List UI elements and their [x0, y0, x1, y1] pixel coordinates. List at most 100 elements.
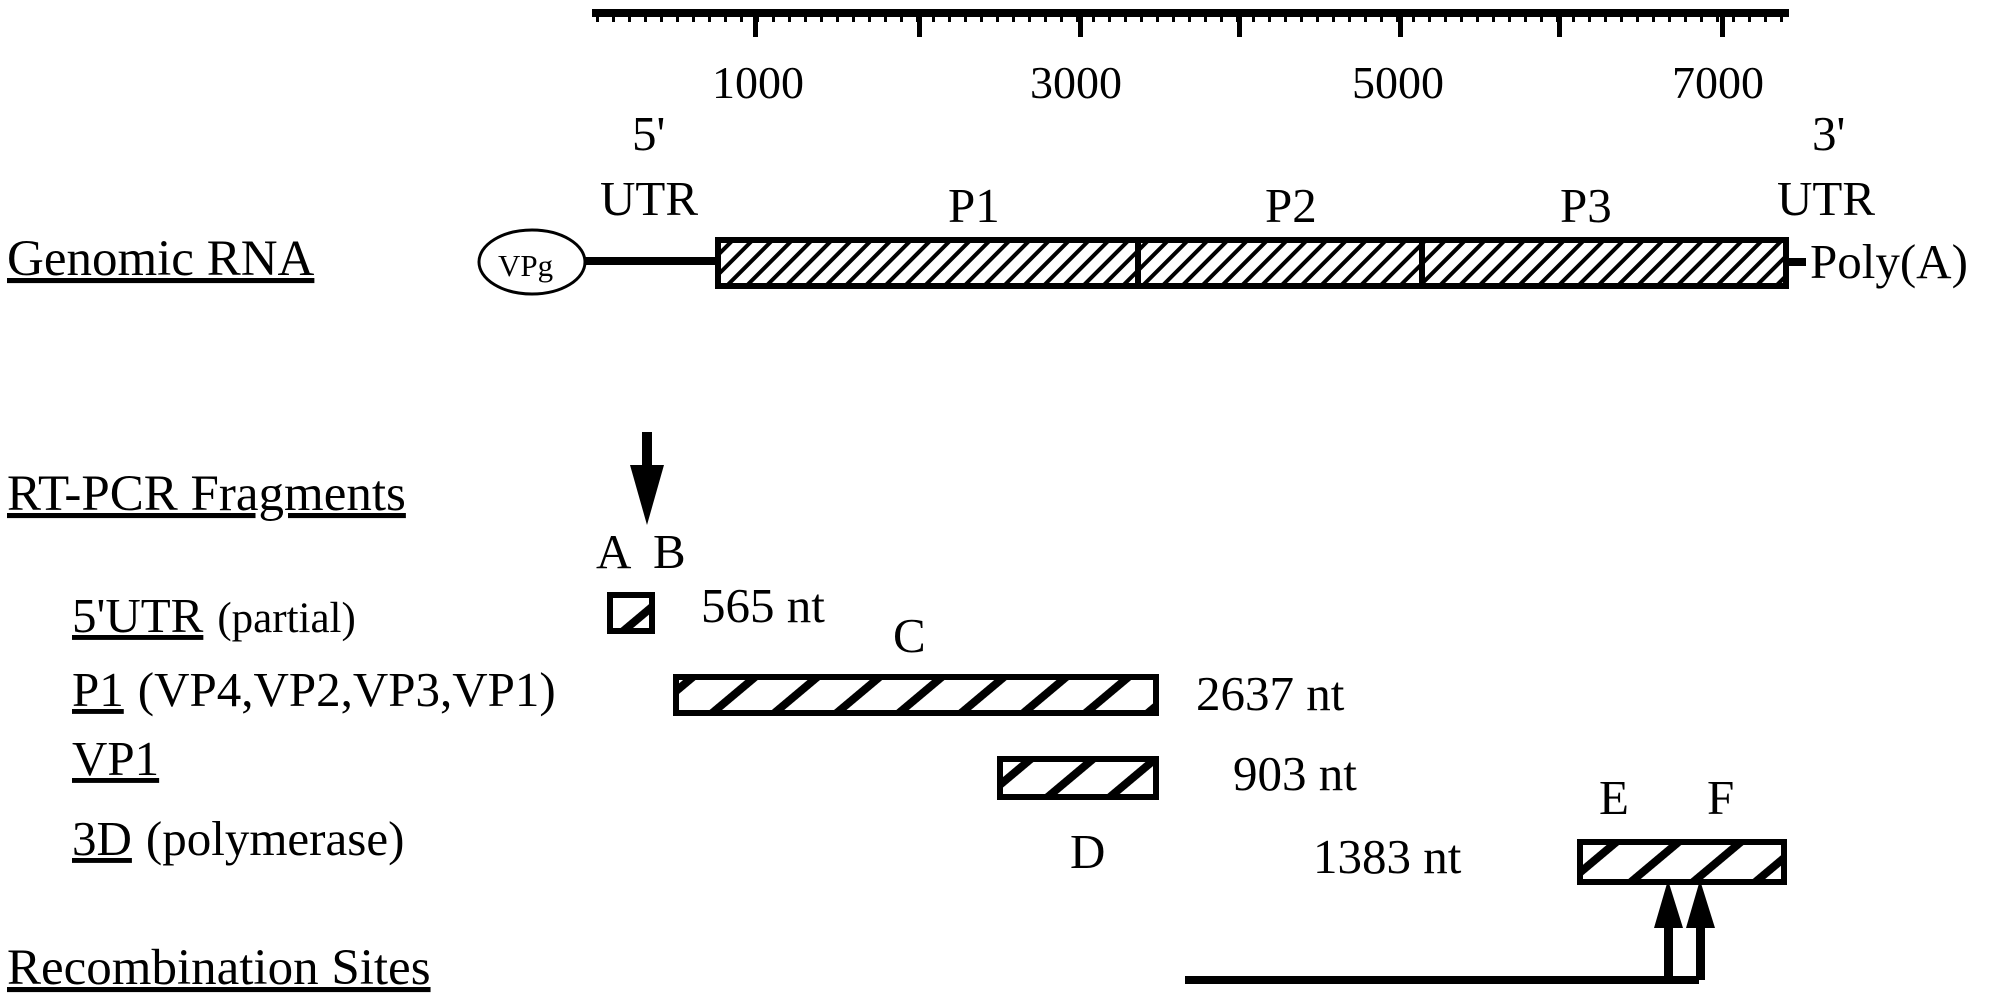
- utr3-text-label: UTR: [1777, 171, 1875, 226]
- ruler-minor-tick: [1012, 17, 1015, 22]
- ruler-minor-tick: [1588, 17, 1591, 22]
- marker-e: E: [1599, 770, 1629, 825]
- utr5-text-label: UTR: [600, 171, 698, 226]
- tick-label: 1000: [712, 57, 804, 108]
- ruler-major-tick: [1237, 9, 1242, 37]
- tick-label: 7000: [1672, 57, 1764, 108]
- ruler-minor-tick: [1396, 17, 1399, 22]
- ruler-minor-tick: [596, 17, 599, 22]
- ruler-minor-tick: [1668, 17, 1671, 22]
- fragment-size: 903 nt: [1233, 746, 1357, 801]
- recombination-arrow-head: [1654, 880, 1683, 928]
- p3-region: [1419, 237, 1789, 289]
- ruler-minor-tick: [1460, 17, 1463, 22]
- recombination-arrow-shaft: [1696, 920, 1705, 980]
- marker-a: A: [596, 524, 632, 579]
- p1-region: [715, 237, 1141, 289]
- fragment-size: 1383 nt: [1313, 829, 1462, 884]
- ruler-major-tick: [1078, 9, 1083, 37]
- ruler-minor-tick: [1636, 17, 1639, 22]
- fragment-detail: (partial): [217, 595, 355, 642]
- ruler-minor-tick: [1604, 17, 1607, 22]
- ruler-minor-tick: [948, 17, 951, 22]
- marker-b: B: [653, 524, 686, 579]
- ruler-minor-tick: [932, 17, 935, 22]
- fragment-size: 2637 nt: [1196, 666, 1345, 721]
- rt-pcr-title: RT-PCR Fragments: [7, 466, 406, 522]
- ruler-minor-tick: [1204, 17, 1207, 22]
- fragment-vp1-bar: [997, 756, 1159, 800]
- scale-ruler: 1000 3000 5000 7000: [592, 9, 1789, 108]
- fragment-3d-bar: [1577, 839, 1787, 885]
- ab-arrow-shaft: [642, 432, 652, 470]
- ruler-major-tick: [753, 9, 758, 37]
- ruler-minor-tick: [1220, 17, 1223, 22]
- ruler-minor-tick: [1780, 17, 1783, 22]
- recombination-line: [1185, 976, 1699, 984]
- ruler-minor-tick: [1124, 17, 1127, 22]
- ruler-minor-tick: [884, 17, 887, 22]
- p1-label: P1: [948, 178, 1000, 233]
- ruler-minor-tick: [724, 17, 727, 22]
- ruler-minor-tick: [708, 17, 711, 22]
- ruler-minor-tick: [836, 17, 839, 22]
- ruler-minor-tick: [1188, 17, 1191, 22]
- ruler-minor-tick: [1732, 17, 1735, 22]
- ruler-minor-tick: [1140, 17, 1143, 22]
- ruler-minor-tick: [900, 17, 903, 22]
- ruler-minor-tick: [1540, 17, 1543, 22]
- fragment-name: 3D: [72, 811, 132, 866]
- ruler-minor-tick: [1444, 17, 1447, 22]
- fragment-5utr-bar: [607, 592, 655, 634]
- ruler-minor-tick: [852, 17, 855, 22]
- fragment-size: 565 nt: [701, 578, 825, 633]
- ruler-major-tick: [917, 9, 922, 37]
- ruler-minor-tick: [612, 17, 615, 22]
- ruler-minor-tick: [1412, 17, 1415, 22]
- ruler-minor-tick: [644, 17, 647, 22]
- ruler-bar: [592, 9, 1789, 17]
- ruler-minor-ticks: [596, 17, 1783, 22]
- ruler-minor-tick: [820, 17, 823, 22]
- ruler-minor-tick: [996, 17, 999, 22]
- fragment-p1-bar: [673, 674, 1159, 716]
- marker-c: C: [893, 608, 926, 663]
- ruler-minor-tick: [692, 17, 695, 22]
- ruler-minor-tick: [1316, 17, 1319, 22]
- ruler-minor-tick: [1268, 17, 1271, 22]
- ruler-minor-tick: [964, 17, 967, 22]
- ruler-minor-tick: [804, 17, 807, 22]
- ruler-minor-tick: [1380, 17, 1383, 22]
- ruler-minor-tick: [868, 17, 871, 22]
- ruler-minor-tick: [1364, 17, 1367, 22]
- ruler-minor-tick: [1252, 17, 1255, 22]
- marker-d: D: [1070, 824, 1105, 879]
- ruler-minor-tick: [660, 17, 663, 22]
- ruler-minor-tick: [1076, 17, 1079, 22]
- ruler-major-tick: [1398, 9, 1403, 37]
- fragment-name: P1: [72, 662, 124, 717]
- p2-label: P2: [1265, 178, 1317, 233]
- genomic-rna-row: Genomic RNA VPg 5' UTR P1 P2 P3 3' UTR P…: [7, 106, 1968, 296]
- ruler-minor-tick: [1332, 17, 1335, 22]
- ruler-major-tick: [1557, 9, 1562, 37]
- ruler-minor-tick: [1044, 17, 1047, 22]
- utr3-prime-label: 3': [1812, 106, 1845, 161]
- ruler-minor-tick: [1572, 17, 1575, 22]
- ruler-minor-tick: [1092, 17, 1095, 22]
- tick-label: 3000: [1030, 57, 1122, 108]
- utr5-line: [585, 257, 717, 265]
- ruler-minor-tick: [1748, 17, 1751, 22]
- ruler-minor-tick: [1476, 17, 1479, 22]
- ruler-minor-tick: [1028, 17, 1031, 22]
- fragment-name: VP1: [72, 731, 159, 786]
- utr3-line: [1786, 258, 1806, 266]
- marker-f: F: [1707, 770, 1734, 825]
- ruler-minor-tick: [1700, 17, 1703, 22]
- recombination-section: Recombination Sites: [7, 940, 1699, 996]
- p2-region: [1135, 237, 1425, 289]
- p3-label: P3: [1560, 178, 1612, 233]
- recombination-arrow-shaft: [1664, 920, 1673, 980]
- ruler-minor-tick: [1508, 17, 1511, 22]
